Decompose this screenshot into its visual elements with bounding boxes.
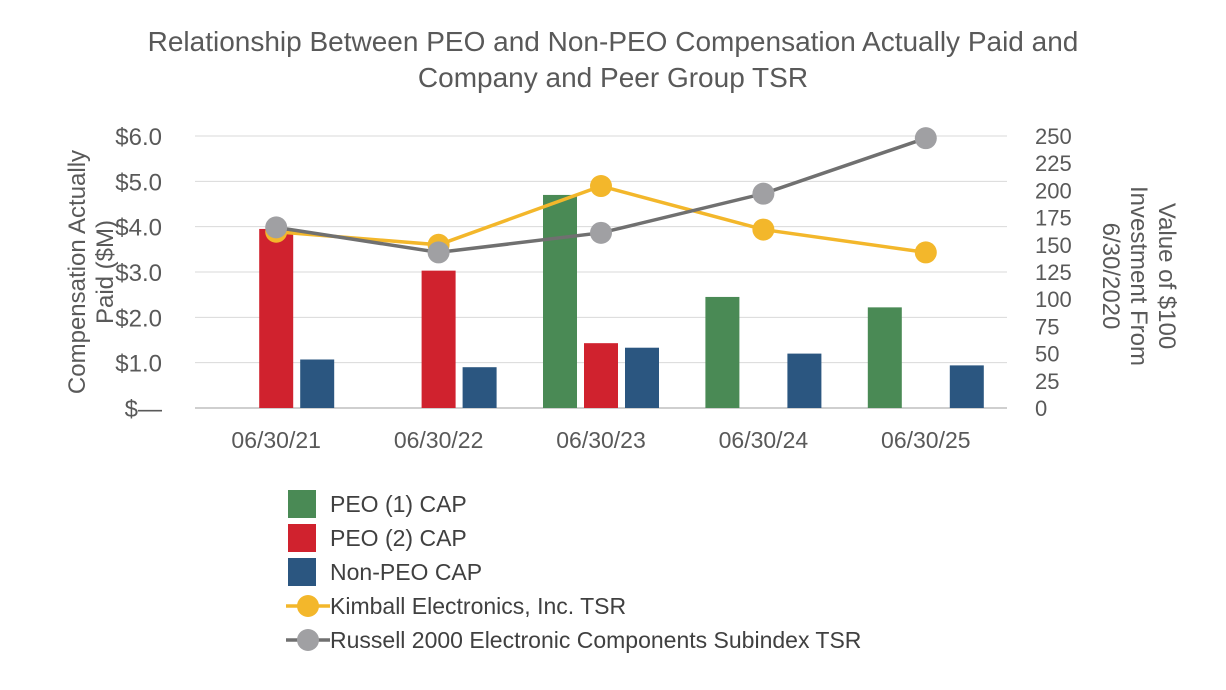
marker-kimball-electronics-inc-tsr <box>914 241 937 264</box>
legend-swatch <box>288 490 316 518</box>
marker-russell-2000-electronic-components-subindex-tsr <box>752 182 775 205</box>
right-tick-label: 75 <box>1035 314 1059 339</box>
legend-item: Non-PEO CAP <box>286 555 861 589</box>
x-tick-label: 06/30/24 <box>719 427 809 453</box>
legend-swatch <box>288 524 316 552</box>
bar-peo-2-cap <box>259 228 294 408</box>
bar-non-peo-cap <box>787 353 822 408</box>
right-tick-label: 250 <box>1035 124 1072 149</box>
legend-marker <box>297 629 319 651</box>
right-tick-label: 200 <box>1035 178 1072 203</box>
x-tick-label: 06/30/23 <box>556 427 646 453</box>
right-tick-label: 175 <box>1035 206 1072 231</box>
x-tick-label: 06/30/22 <box>394 427 484 453</box>
marker-russell-2000-electronic-components-subindex-tsr <box>427 241 450 264</box>
bar-non-peo-cap <box>300 359 335 408</box>
left-tick-label: $— <box>125 396 162 423</box>
left-tick-label: $3.0 <box>115 260 162 287</box>
chart-title-line-1: Relationship Between PEO and Non-PEO Com… <box>147 26 1079 57</box>
chart-title-line-2: Company and Peer Group TSR <box>417 62 809 93</box>
marker-russell-2000-electronic-components-subindex-tsr <box>265 216 288 239</box>
bar-non-peo-cap <box>949 365 984 408</box>
legend-label: Non-PEO CAP <box>330 558 483 585</box>
marker-kimball-electronics-inc-tsr <box>752 218 775 241</box>
legend-label: PEO (1) CAP <box>330 490 467 517</box>
legend-label: PEO (2) CAP <box>330 524 467 551</box>
legend-label: Kimball Electronics, Inc. TSR <box>330 592 627 619</box>
bar-peo-1-cap <box>867 307 902 408</box>
marker-russell-2000-electronic-components-subindex-tsr <box>914 127 937 150</box>
marker-russell-2000-electronic-components-subindex-tsr <box>590 221 612 244</box>
legend-item: Kimball Electronics, Inc. TSR <box>286 589 861 623</box>
bar-non-peo-cap <box>462 367 497 408</box>
legend-marker <box>297 595 319 617</box>
bar-peo-2-cap <box>584 343 618 408</box>
legend-line-symbol <box>286 595 330 617</box>
left-tick-label: $1.0 <box>115 351 162 378</box>
right-tick-label: 0 <box>1035 396 1047 421</box>
right-tick-label: 150 <box>1035 233 1072 258</box>
legend-item: PEO (1) CAP <box>286 487 861 521</box>
left-tick-label: $2.0 <box>115 305 162 332</box>
left-tick-label: $6.0 <box>115 124 162 151</box>
x-tick-label: 06/30/25 <box>881 427 971 453</box>
bar-peo-1-cap <box>543 194 577 408</box>
bar-peo-1-cap <box>705 296 740 408</box>
legend-label: Russell 2000 Electronic Components Subin… <box>330 626 862 653</box>
right-tick-label: 225 <box>1035 151 1072 176</box>
bar-non-peo-cap <box>625 347 659 408</box>
legend-item: PEO (2) CAP <box>286 521 861 555</box>
left-tick-label: $4.0 <box>115 215 162 242</box>
chart-title: Relationship Between PEO and Non-PEO Com… <box>0 24 1226 96</box>
right-tick-label: 25 <box>1035 369 1059 394</box>
left-tick-label: $5.0 <box>115 169 162 196</box>
right-tick-label: 50 <box>1035 342 1059 367</box>
bar-peo-2-cap <box>421 270 456 408</box>
x-tick-label: 06/30/21 <box>231 427 321 453</box>
legend-swatch <box>288 558 316 586</box>
legend-line-symbol <box>286 629 330 651</box>
legend-item: Russell 2000 Electronic Components Subin… <box>286 623 861 657</box>
right-tick-label: 125 <box>1035 260 1072 285</box>
right-tick-label: 100 <box>1035 287 1072 312</box>
chart-legend: PEO (1) CAP PEO (2) CAP Non-PEO CAP Kimball… <box>286 487 861 657</box>
marker-kimball-electronics-inc-tsr <box>590 175 612 198</box>
